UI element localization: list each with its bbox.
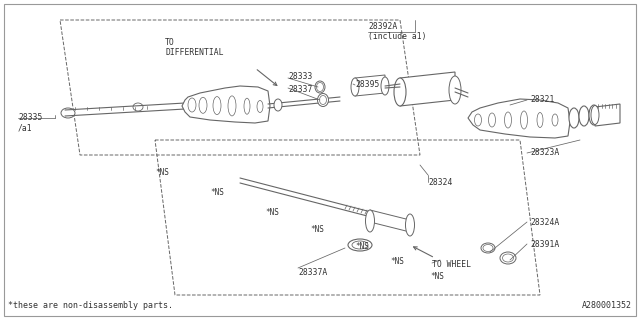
Polygon shape — [355, 75, 385, 96]
Text: *NS: *NS — [265, 208, 279, 217]
Polygon shape — [370, 210, 410, 232]
Text: *NS: *NS — [155, 168, 169, 177]
Ellipse shape — [406, 214, 415, 236]
Text: TO WHEEL: TO WHEEL — [432, 260, 471, 269]
Ellipse shape — [352, 241, 368, 249]
Ellipse shape — [365, 210, 374, 232]
Text: 28323A: 28323A — [530, 148, 559, 157]
Ellipse shape — [579, 106, 589, 126]
Polygon shape — [182, 86, 270, 123]
Text: 28395: 28395 — [355, 80, 380, 89]
Ellipse shape — [569, 108, 579, 128]
Text: *NS: *NS — [390, 257, 404, 266]
Ellipse shape — [591, 106, 599, 124]
Text: 28333: 28333 — [288, 72, 312, 81]
Text: TO
DIFFERENTIAL: TO DIFFERENTIAL — [165, 38, 223, 57]
Text: *NS: *NS — [310, 225, 324, 234]
Text: *these are non-disassembly parts.: *these are non-disassembly parts. — [8, 301, 173, 310]
Ellipse shape — [394, 78, 406, 106]
Text: A280001352: A280001352 — [582, 301, 632, 310]
Ellipse shape — [381, 77, 389, 95]
Ellipse shape — [315, 81, 325, 93]
Text: 28337: 28337 — [288, 85, 312, 94]
Text: 28321: 28321 — [530, 95, 554, 104]
Text: *NS: *NS — [210, 188, 224, 197]
Ellipse shape — [61, 108, 75, 118]
Ellipse shape — [481, 243, 495, 253]
Text: 28335
/a1: 28335 /a1 — [18, 113, 42, 132]
Text: 28324A: 28324A — [530, 218, 559, 227]
Text: 28392A
(include a1): 28392A (include a1) — [368, 22, 426, 41]
Ellipse shape — [351, 78, 359, 96]
Text: *NS: *NS — [430, 272, 444, 281]
Ellipse shape — [589, 105, 599, 125]
Text: 28337A: 28337A — [298, 268, 327, 277]
Polygon shape — [468, 99, 570, 138]
Ellipse shape — [500, 252, 516, 264]
Polygon shape — [595, 104, 620, 126]
Text: *NS: *NS — [355, 242, 369, 251]
Ellipse shape — [449, 76, 461, 104]
Ellipse shape — [274, 99, 282, 111]
Text: 28324: 28324 — [428, 178, 452, 187]
Text: 28391A: 28391A — [530, 240, 559, 249]
Ellipse shape — [317, 93, 328, 107]
Ellipse shape — [348, 239, 372, 251]
Ellipse shape — [317, 83, 323, 92]
Polygon shape — [400, 72, 455, 106]
